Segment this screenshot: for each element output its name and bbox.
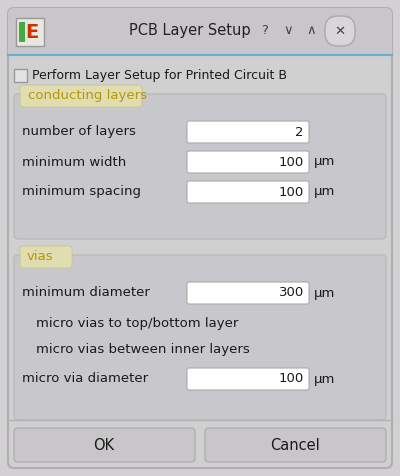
Text: number of layers: number of layers: [22, 126, 136, 139]
Bar: [8, 31, 392, 54]
Text: micro via diameter: micro via diameter: [22, 373, 148, 386]
Text: micro vias between inner layers: micro vias between inner layers: [36, 344, 250, 357]
FancyBboxPatch shape: [8, 8, 392, 468]
FancyBboxPatch shape: [14, 255, 386, 420]
FancyBboxPatch shape: [187, 368, 309, 390]
FancyBboxPatch shape: [187, 282, 309, 304]
Text: μm: μm: [314, 373, 335, 386]
Text: 100: 100: [279, 373, 304, 386]
Text: 2: 2: [296, 126, 304, 139]
FancyBboxPatch shape: [8, 8, 392, 54]
Text: OK: OK: [94, 437, 114, 453]
FancyBboxPatch shape: [205, 428, 386, 462]
FancyBboxPatch shape: [187, 151, 309, 173]
Text: minimum width: minimum width: [22, 156, 126, 169]
Text: μm: μm: [314, 287, 335, 299]
Bar: [16, 18, 44, 46]
Text: 100: 100: [279, 186, 304, 198]
Bar: [14, 69, 27, 82]
Text: vias: vias: [27, 250, 54, 264]
FancyBboxPatch shape: [14, 94, 386, 239]
Bar: [19, 22, 25, 42]
Text: ?: ?: [262, 24, 268, 38]
Text: μm: μm: [314, 156, 335, 169]
Text: minimum spacing: minimum spacing: [22, 186, 141, 198]
FancyBboxPatch shape: [187, 121, 309, 143]
Text: ∧: ∧: [306, 24, 316, 38]
Text: micro vias to top/bottom layer: micro vias to top/bottom layer: [36, 317, 238, 329]
FancyBboxPatch shape: [325, 16, 355, 46]
FancyBboxPatch shape: [20, 246, 72, 268]
Text: conducting layers: conducting layers: [28, 89, 147, 102]
Text: ∨: ∨: [283, 24, 293, 38]
Text: ✕: ✕: [334, 24, 346, 38]
FancyBboxPatch shape: [14, 428, 195, 462]
Text: minimum diameter: minimum diameter: [22, 287, 150, 299]
Text: μm: μm: [314, 186, 335, 198]
Text: E: E: [25, 22, 39, 41]
Text: PCB Layer Setup: PCB Layer Setup: [129, 23, 251, 39]
FancyBboxPatch shape: [187, 181, 309, 203]
Text: Cancel: Cancel: [270, 437, 320, 453]
Text: 100: 100: [279, 156, 304, 169]
Text: 300: 300: [279, 287, 304, 299]
Text: Perform Layer Setup for Printed Circuit B: Perform Layer Setup for Printed Circuit …: [32, 69, 287, 82]
FancyBboxPatch shape: [20, 85, 142, 107]
